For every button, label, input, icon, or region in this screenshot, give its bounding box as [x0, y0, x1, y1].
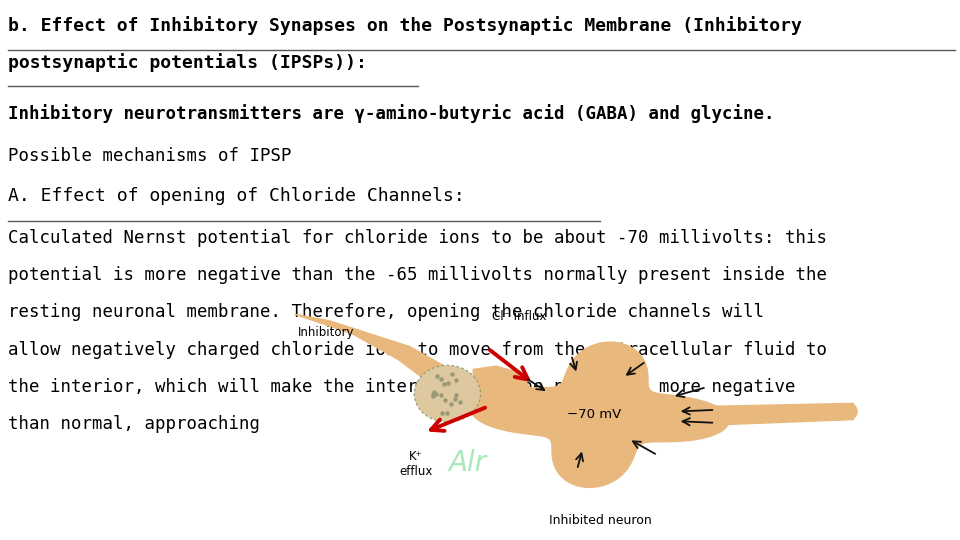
Text: Inhibitory: Inhibitory — [298, 326, 354, 339]
Polygon shape — [686, 403, 853, 426]
Text: A. Effect of opening of Chloride Channels:: A. Effect of opening of Chloride Channel… — [8, 187, 465, 205]
Text: postsynaptic potentials (IPSPs)):: postsynaptic potentials (IPSPs)): — [8, 52, 367, 72]
Polygon shape — [473, 366, 531, 411]
Polygon shape — [295, 314, 456, 386]
Text: Cl⁻ influx: Cl⁻ influx — [492, 310, 546, 323]
Text: Possible mechanisms of IPSP: Possible mechanisms of IPSP — [8, 146, 291, 165]
Text: potential is more negative than the -65 millivolts normally present inside the: potential is more negative than the -65 … — [8, 266, 827, 284]
Ellipse shape — [415, 366, 481, 422]
Text: than normal, approaching: than normal, approaching — [8, 415, 259, 433]
Polygon shape — [471, 342, 729, 487]
Text: the interior, which will make the interior membrane potential more negative: the interior, which will make the interi… — [8, 378, 795, 396]
Text: allow negatively charged chloride ions to move from the extracellular fluid to: allow negatively charged chloride ions t… — [8, 341, 827, 359]
Text: Inhibited neuron: Inhibited neuron — [548, 514, 652, 526]
Text: K⁺
efflux: K⁺ efflux — [399, 450, 432, 478]
Text: resting neuronal membrane. Therefore, opening the chloride channels will: resting neuronal membrane. Therefore, op… — [8, 303, 764, 321]
Text: Calculated Nernst potential for chloride ions to be about -70 millivolts: this: Calculated Nernst potential for chloride… — [8, 229, 827, 247]
Text: Inhibitory neurotransmitters are γ-amino-butyric acid (GABA) and glycine.: Inhibitory neurotransmitters are γ-amino… — [8, 104, 774, 123]
Text: −70 mV: −70 mV — [567, 408, 621, 421]
Text: b. Effect of Inhibitory Synapses on the Postsynaptic Membrane (Inhibitory: b. Effect of Inhibitory Synapses on the … — [8, 16, 802, 35]
Text: Alr: Alr — [448, 449, 487, 477]
Ellipse shape — [843, 403, 858, 420]
